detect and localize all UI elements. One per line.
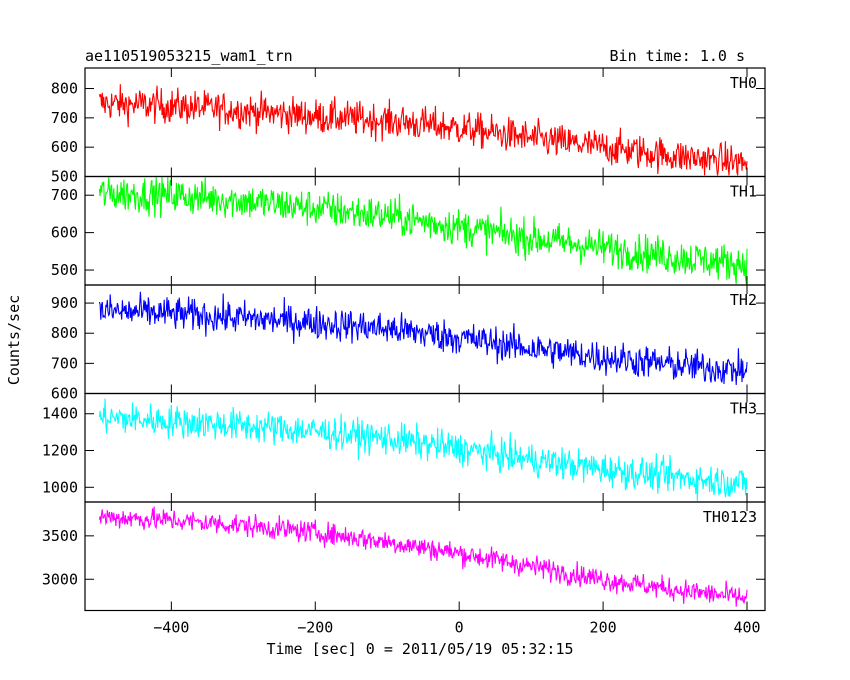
y-tick-label: 600: [51, 385, 78, 403]
series-line-th3: [98, 398, 748, 501]
x-tick-label: 400: [733, 619, 760, 637]
panel-th2: 600 700 800 900 TH2: [51, 284, 766, 403]
y-tick-label: 900: [51, 294, 78, 312]
y-tick-label: 700: [51, 109, 78, 127]
panel-th3: 1000 1200 1400 TH3: [42, 392, 766, 503]
x-tick-label: −400: [153, 619, 189, 637]
panels: 500 600 700 800 TH0 500 600 700 TH1 600 700 800 900 T…: [42, 67, 766, 637]
panel-frame: [84, 392, 766, 503]
series-line-th0123: [98, 506, 748, 607]
series-label-th0123: TH0123: [703, 508, 757, 526]
y-tick-label: 1000: [42, 478, 78, 496]
y-tick-label: 800: [51, 80, 78, 98]
panel-frame: [84, 501, 766, 612]
series-label-th0: TH0: [730, 74, 757, 92]
y-tick-label: 1400: [42, 405, 78, 423]
y-axis-label: Counts/sec: [5, 295, 23, 385]
x-axis-label: Time [sec] 0 = 2011/05/19 05:32:15: [266, 640, 573, 658]
series-label-th2: TH2: [730, 291, 757, 309]
y-tick-label: 3500: [42, 527, 78, 545]
x-tick-label: 200: [590, 619, 617, 637]
chart-subtitle: Bin time: 1.0 s: [610, 47, 745, 65]
y-tick-label: 3000: [42, 570, 78, 588]
y-tick-label: 500: [51, 261, 78, 279]
series-line-th1: [98, 176, 748, 284]
series-label-th1: TH1: [730, 183, 757, 201]
series-line-th2: [98, 291, 748, 386]
x-tick-label: 0: [455, 619, 464, 637]
y-tick-label: 700: [51, 354, 78, 372]
panel-th1: 500 600 700 TH1: [51, 175, 766, 286]
series-label-th3: TH3: [730, 400, 757, 418]
series-line-th0: [98, 84, 748, 176]
panel-th0123: 3000 3500 TH0123 −400 −200 0 200 400: [42, 501, 766, 637]
y-tick-label: 600: [51, 138, 78, 156]
y-tick-label: 700: [51, 186, 78, 204]
y-tick-label: 500: [51, 168, 78, 186]
chart-title: ae110519053215_wam1_trn: [85, 47, 293, 65]
panel-th0: 500 600 700 800 TH0: [51, 67, 766, 186]
y-tick-label: 800: [51, 324, 78, 342]
y-tick-label: 1200: [42, 442, 78, 460]
x-tick-label: −200: [297, 619, 333, 637]
y-tick-label: 600: [51, 224, 78, 242]
